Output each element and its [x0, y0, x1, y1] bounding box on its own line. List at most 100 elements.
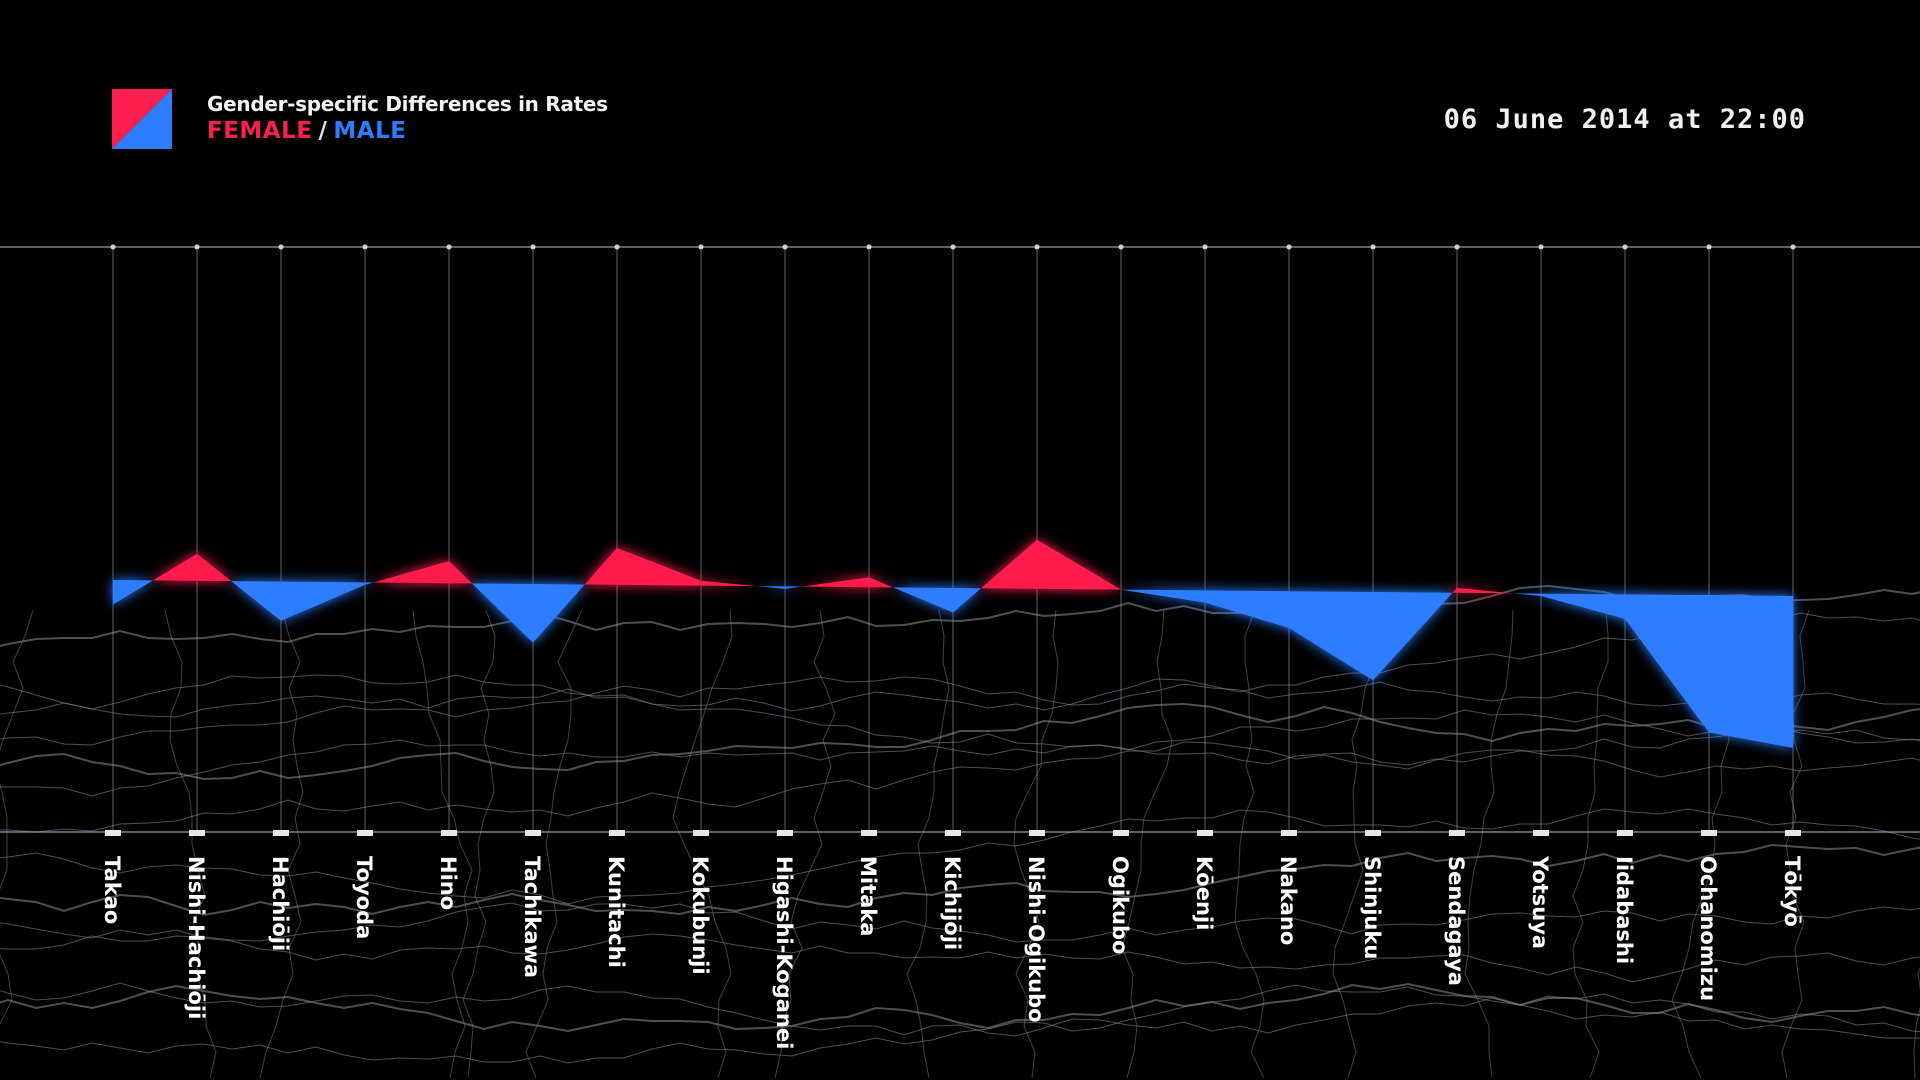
grid-dot	[362, 244, 368, 250]
axis-tick	[1365, 830, 1381, 836]
male-area-segment	[1709, 595, 1793, 748]
axis-tick	[357, 830, 373, 836]
axis-tick	[1533, 830, 1549, 836]
map-line	[1781, 609, 1810, 1079]
map-line	[0, 982, 1920, 1033]
legend-male-label: MALE	[333, 118, 407, 144]
axis-tick	[441, 830, 457, 836]
female-area-segment	[373, 561, 449, 584]
map-line	[525, 609, 583, 1079]
grid-dot	[1622, 244, 1628, 250]
male-area-segment	[471, 583, 533, 643]
map-line	[0, 984, 1920, 1064]
grid-dot	[110, 244, 116, 250]
map-background	[0, 584, 1920, 1079]
female-area-segment	[584, 548, 617, 585]
map-line	[0, 609, 34, 1026]
station-label: Higashi-Koganei	[772, 856, 796, 1049]
axis-tick	[273, 830, 289, 836]
grid-dot	[530, 244, 536, 250]
legend-title: Gender-specific Differences in Rates	[207, 92, 608, 116]
station-label: Ogikubo	[1108, 856, 1132, 954]
station-label: Nakano	[1276, 856, 1300, 945]
station-label: Nishi-Hachiōji	[184, 856, 208, 1019]
map-line	[0, 843, 1920, 917]
map-line	[0, 982, 1920, 1037]
female-area-segment	[1457, 587, 1513, 594]
station-label: Kōenji	[1192, 856, 1216, 930]
map-line	[259, 609, 304, 1079]
female-area-segment	[981, 539, 1037, 589]
male-area-segment	[1541, 593, 1625, 619]
axis-tick	[777, 830, 793, 836]
map-line	[906, 609, 950, 1079]
female-area-segment	[869, 577, 893, 588]
female-area-segment	[1452, 587, 1457, 593]
male-area-segment	[1205, 590, 1289, 628]
male-area-segment	[1513, 593, 1541, 597]
station-label: Yotsuya	[1528, 855, 1552, 949]
axis-tick	[609, 830, 625, 836]
axis-tick	[1113, 830, 1129, 836]
map-line	[0, 902, 1920, 950]
station-label: Takao	[100, 856, 124, 924]
station-label: Ochanomizu	[1696, 856, 1720, 1001]
legend-swatch	[112, 89, 172, 149]
legend-keys: FEMALE / MALE	[207, 118, 406, 144]
axis-tick	[1785, 830, 1801, 836]
map-line	[0, 674, 1920, 766]
female-area-segment	[617, 548, 701, 586]
difference-area	[113, 539, 1793, 748]
male-area-segment	[533, 584, 585, 643]
legend-female-label: FEMALE	[207, 118, 313, 144]
grid-dot	[446, 244, 452, 250]
station-label: Sendagaya	[1444, 856, 1468, 986]
station-label: Kokubunji	[688, 856, 712, 975]
male-area-segment	[1625, 594, 1709, 733]
male-area-segment	[1373, 592, 1453, 681]
station-label: Kunitachi	[604, 856, 628, 968]
grid-dot	[1202, 244, 1208, 250]
male-area-segment	[757, 586, 785, 589]
axis-tick	[525, 830, 541, 836]
male-area-segment	[1121, 589, 1205, 603]
male-area-segment	[231, 581, 281, 621]
map-line	[1913, 966, 1920, 1079]
station-label: Hachiōji	[268, 856, 292, 951]
legend-swatch-male	[112, 89, 172, 149]
map-line	[0, 612, 1920, 718]
male-area-segment	[785, 586, 802, 589]
grid-dot	[782, 244, 788, 250]
grid-dot	[278, 244, 284, 250]
axis-tick	[1701, 830, 1717, 836]
grid-dot	[866, 244, 872, 250]
female-area-segment	[153, 553, 197, 581]
map-line	[1332, 609, 1378, 1079]
grid-dot	[614, 244, 620, 250]
axis-tick	[1449, 830, 1465, 836]
axis-tick	[693, 830, 709, 836]
grid	[0, 244, 1920, 836]
male-area-segment	[893, 587, 953, 613]
grid-dot	[1454, 244, 1460, 250]
map-line	[462, 609, 496, 1079]
grid-dot	[1538, 244, 1544, 250]
map-line	[0, 808, 1920, 905]
grid-dot	[698, 244, 704, 250]
grid-dot	[1118, 244, 1124, 250]
male-area-segment	[113, 580, 153, 605]
station-label: Nishi-Ogikubo	[1024, 856, 1048, 1023]
map-line	[0, 741, 1920, 833]
map-line	[0, 702, 1920, 781]
timestamp: 06 June 2014 at 22:00	[1443, 104, 1806, 135]
axis-tick	[105, 830, 121, 836]
map-line	[0, 709, 1920, 797]
station-label: Mitaka	[856, 856, 880, 936]
station-label: Tōkyō	[1780, 856, 1804, 927]
axis-tick	[1029, 830, 1045, 836]
grid-dot	[1370, 244, 1376, 250]
legend-separator: /	[318, 118, 328, 144]
male-area-segment	[1289, 591, 1373, 681]
map-line	[1572, 609, 1609, 1079]
grid-dot	[194, 244, 200, 250]
